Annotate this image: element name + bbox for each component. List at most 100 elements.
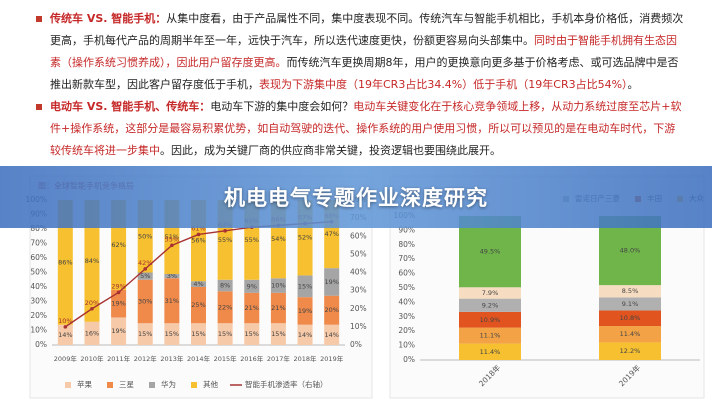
lead: 电动车 VS. 智能手机、传统车：	[50, 100, 211, 113]
data-label: 4%	[193, 280, 203, 288]
y-tick-label: 50%	[398, 283, 415, 292]
bar-segment	[270, 292, 286, 324]
bar-segment	[57, 324, 73, 345]
data-label: 14%	[58, 331, 72, 339]
bar-segment	[459, 298, 521, 312]
y-tick-label: 70%	[30, 239, 47, 248]
data-label: 12.2%	[620, 347, 641, 355]
bullet	[36, 16, 42, 22]
bar-segment	[217, 279, 233, 292]
data-label: 62%	[111, 241, 125, 249]
data-label: 55%	[165, 235, 179, 243]
legend-label: 其他	[203, 379, 218, 389]
line-point	[143, 267, 148, 271]
bar-segment	[599, 342, 661, 360]
legend-swatch	[65, 382, 71, 388]
data-label: 30%	[138, 298, 152, 306]
data-label: 20%	[85, 299, 99, 307]
data-label: 42%	[138, 259, 152, 267]
data-label: 47%	[324, 230, 338, 238]
y-tick-label: 30%	[30, 297, 47, 306]
data-label: 15%	[218, 330, 232, 338]
data-label: 19%	[111, 327, 125, 335]
bar-segment	[324, 324, 340, 345]
y-tick-label: 40%	[398, 297, 415, 306]
bar-segment	[324, 268, 340, 296]
data-label: 14%	[298, 331, 312, 339]
data-label: 52%	[298, 234, 312, 242]
bar-segment	[599, 285, 661, 298]
data-label: 31%	[165, 297, 179, 305]
line-point	[170, 243, 174, 248]
data-label: 61%	[191, 224, 205, 232]
bar-segment	[297, 324, 313, 345]
y-tick-label: 20%	[30, 311, 47, 320]
data-label: 19%	[324, 278, 338, 286]
x-tick-label: 2014年	[187, 354, 211, 363]
bar-segment	[164, 323, 180, 345]
x-tick-label: 2016年	[240, 354, 264, 363]
x-tick-label: 2015年	[214, 354, 238, 363]
data-label: 8%	[220, 282, 230, 290]
highlight-run: 电动车关键变化在于核心竞争领域上移，从动力系统过度至芯片+软件+操作系统，这部分…	[50, 100, 682, 157]
bar-segment	[297, 275, 313, 298]
data-label: 25%	[191, 301, 205, 309]
y-tick-label: 20%	[398, 326, 415, 335]
text-run: 从集中度看，由于产品属性不同，集中度表现不同。传统汽车与智能手机相比，手机本身价…	[50, 12, 684, 47]
paragraph: 传统车 VS. 智能手机：从集中度看，由于产品属性不同，集中度表现不同。传统汽车…	[36, 8, 686, 96]
bar-segment	[137, 279, 153, 324]
line-point	[223, 229, 227, 233]
y-tick-label: 30%	[398, 312, 415, 321]
bar-segment	[84, 321, 100, 345]
y2-tick-label: 20%	[350, 304, 367, 313]
data-label: 10.9%	[480, 316, 501, 324]
bar-segment	[459, 327, 521, 344]
text-run: 而传统汽车更换周期8年，用户的更换意向更多基于价格考虑、或可选品牌中是否推出新款…	[50, 56, 679, 91]
bar-segment	[191, 287, 206, 324]
text-run: 。	[627, 78, 639, 91]
data-label: 49.5%	[480, 248, 501, 256]
line-point	[116, 290, 121, 295]
data-label: 54%	[271, 235, 285, 243]
data-label: 21%	[245, 304, 259, 312]
y-tick-label: 10%	[30, 326, 47, 335]
y-tick-label: 60%	[398, 269, 415, 278]
data-label: 86%	[58, 258, 72, 266]
y-tick-label: 50%	[30, 268, 47, 277]
y-tick-label: 80%	[30, 224, 47, 233]
bar-segment	[244, 323, 260, 345]
x-tick-label: 2013年	[160, 354, 184, 363]
data-label: 10%	[58, 317, 72, 325]
data-label: 84%	[85, 257, 99, 265]
data-label: 48.0%	[620, 247, 641, 255]
data-label: 22%	[218, 303, 232, 311]
highlight-run: 同时由于智能手机拥有生态因素（操作系统习惯养成），因此用户留存度更高。	[50, 34, 677, 69]
bar-segment	[217, 291, 233, 324]
x-tick-label: 2011年	[107, 354, 131, 363]
x-tick-label: 2009年	[54, 354, 78, 363]
data-label: 55%	[218, 236, 232, 244]
data-label: 9%	[247, 282, 257, 290]
bar-segment	[270, 278, 286, 293]
line-point	[90, 306, 94, 311]
data-label: 8.5%	[622, 287, 639, 295]
bar-segment	[459, 343, 521, 360]
data-label: 50%	[138, 232, 152, 240]
bar-segment	[137, 323, 153, 345]
data-label: 9.1%	[622, 300, 639, 308]
bar-segment	[57, 200, 73, 325]
bullet	[36, 104, 42, 110]
bar-segment	[111, 289, 127, 318]
data-label: 9.2%	[482, 301, 499, 309]
data-label: 15%	[191, 330, 205, 338]
y2-tick-label: 0%	[350, 340, 362, 349]
banner: 机电电气专题作业深度研究	[0, 166, 712, 228]
data-label: 11.4%	[620, 330, 641, 338]
x-tick-label: 2018年	[294, 354, 318, 363]
document: 传统车 VS. 智能手机：从集中度看，由于产品属性不同，集中度表现不同。传统汽车…	[36, 8, 686, 162]
y2-tick-label: 60%	[350, 231, 367, 240]
text-run: 电动车下游的集中度会如何？	[210, 100, 354, 113]
y2-tick-label: 30%	[350, 286, 367, 295]
y-tick-label: 80%	[398, 240, 415, 249]
bar-segment	[137, 272, 153, 280]
